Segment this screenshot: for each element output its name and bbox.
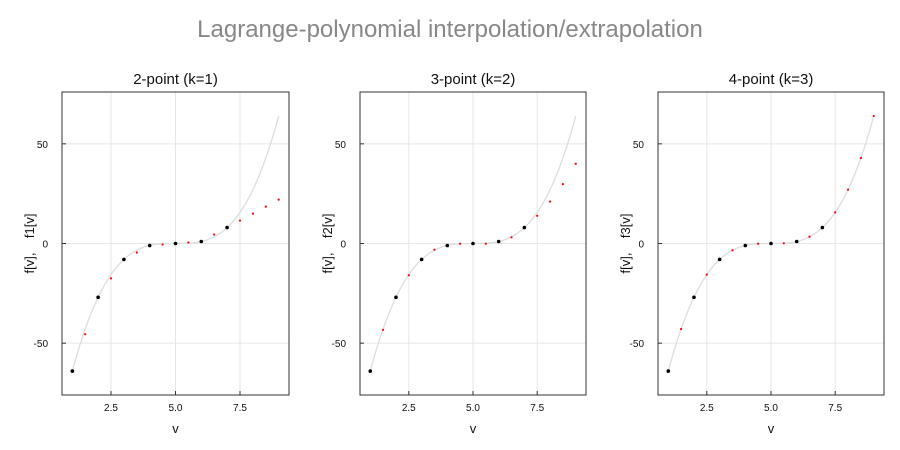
estimate-point	[757, 242, 760, 245]
estimate-point	[213, 233, 216, 236]
x-axis-label: v	[768, 421, 775, 436]
sample-point	[496, 239, 501, 244]
sample-point	[769, 241, 773, 246]
sample-point	[147, 243, 152, 248]
estimate-point	[705, 273, 708, 276]
estimate-point	[459, 242, 462, 245]
estimate-point	[187, 241, 190, 244]
sample-point	[471, 241, 475, 246]
estimate-point	[161, 243, 164, 246]
panel-title: 3-point (k=2)	[431, 71, 516, 88]
sample-point	[394, 295, 398, 300]
estimate-point	[264, 205, 267, 208]
sample-point	[692, 295, 696, 300]
sample-point	[225, 225, 229, 230]
estimate-point	[680, 327, 683, 331]
y-tick-label: -50	[34, 339, 49, 350]
sample-point	[522, 225, 527, 230]
chart-panel-1: 2.5 5.0 7.5 -50 0 50 2-point (k=1) v f[v], f1[v]	[22, 71, 290, 436]
sample-point	[743, 243, 748, 248]
sample-point	[666, 369, 671, 373]
y-tick-label: 0	[340, 240, 346, 251]
x-tick-label: 7.5	[233, 403, 247, 414]
plot-area	[70, 115, 280, 373]
figure-title: Lagrange-polynomial interpolation/extrap…	[197, 16, 703, 43]
plot-frame	[61, 91, 290, 396]
estimate-point	[407, 274, 410, 277]
x-tick-label: 7.5	[530, 403, 544, 414]
chart-panel-2: 2.5 5.0 7.5 -50 0 50 3-point (k=2) v f[v], f2[v]	[320, 71, 587, 436]
estimate-point	[561, 182, 564, 186]
x-tick-label: 2.5	[104, 403, 118, 414]
x-tick-label: 2.5	[402, 403, 416, 414]
panel-title: 2-point (k=1)	[133, 71, 218, 88]
estimate-point	[536, 214, 539, 217]
sample-point	[717, 257, 722, 262]
y-tick-label: 50	[633, 140, 645, 151]
y-axis-label: f[v], f1[v]	[22, 214, 37, 274]
y-tick-label: 0	[638, 240, 644, 251]
estimate-point	[834, 211, 837, 214]
chart-panel-3: 2.5 5.0 7.5 -50 0 50 4-point (k=3) v f[v], f3[v]	[618, 71, 885, 436]
estimate-point	[277, 198, 280, 201]
y-tick-label: 50	[335, 140, 347, 151]
sample-point	[173, 241, 178, 246]
estimate-point	[510, 236, 513, 239]
plot-frame	[359, 91, 587, 396]
sample-point	[794, 239, 799, 244]
y-tick-label: 50	[37, 140, 49, 151]
x-tick-label: 2.5	[700, 403, 714, 414]
estimate-point	[731, 249, 734, 252]
sample-point	[820, 225, 825, 230]
estimate-point	[872, 114, 875, 118]
estimate-point	[808, 235, 811, 238]
sample-point	[419, 257, 424, 262]
y-tick-label: 0	[42, 240, 48, 251]
x-tick-label: 7.5	[828, 403, 842, 414]
estimate-point	[84, 333, 87, 336]
estimate-point	[135, 251, 138, 254]
plot-frame	[657, 91, 885, 396]
x-axis-label: v	[470, 421, 477, 436]
x-tick-label: 5.0	[764, 403, 778, 414]
estimate-point	[859, 156, 862, 160]
sample-point	[122, 257, 126, 262]
estimate-point	[574, 162, 577, 165]
sample-point	[199, 239, 204, 244]
y-axis-label: f[v], f2[v]	[320, 214, 335, 274]
estimate-point	[484, 242, 487, 245]
estimate-point	[109, 277, 113, 280]
estimate-point	[382, 328, 385, 331]
sample-point	[368, 369, 373, 373]
x-axis-label: v	[172, 421, 179, 436]
plot-area	[368, 115, 577, 373]
sample-point	[96, 295, 100, 300]
estimate-point	[433, 248, 436, 251]
estimate-point	[782, 242, 785, 245]
y-tick-label: -50	[332, 339, 347, 350]
panel-title: 4-point (k=3)	[729, 71, 814, 88]
x-tick-label: 5.0	[466, 403, 480, 414]
sample-point	[445, 243, 450, 248]
estimate-point	[846, 188, 850, 191]
estimate-point	[251, 212, 254, 215]
y-tick-label: -50	[630, 339, 645, 350]
estimate-point	[548, 200, 552, 203]
x-tick-label: 5.0	[169, 403, 183, 414]
y-axis-label: f[v], f3[v]	[618, 214, 633, 274]
estimate-point	[238, 219, 242, 222]
sample-point	[70, 369, 75, 373]
plot-area	[666, 114, 875, 373]
